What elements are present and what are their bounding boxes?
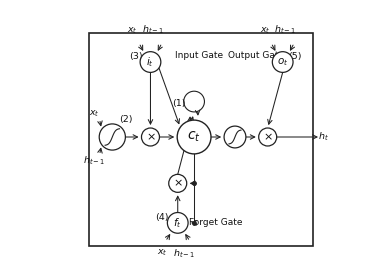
Circle shape — [140, 52, 161, 72]
Text: Forget Gate: Forget Gate — [190, 218, 243, 227]
Circle shape — [224, 126, 246, 148]
Circle shape — [272, 52, 293, 72]
Text: $o_t$: $o_t$ — [277, 56, 288, 68]
Bar — [89, 33, 313, 246]
Text: $\times$: $\times$ — [173, 178, 183, 189]
Text: $x_t$: $x_t$ — [157, 247, 168, 258]
Text: $h_{t-1}$: $h_{t-1}$ — [142, 24, 165, 36]
Text: $h_{t-1}$: $h_{t-1}$ — [274, 24, 297, 36]
Circle shape — [169, 174, 187, 192]
Text: (4): (4) — [155, 213, 169, 222]
Text: (3): (3) — [129, 52, 143, 61]
Text: $x_t$: $x_t$ — [260, 26, 270, 36]
Text: $x_t$: $x_t$ — [127, 26, 138, 36]
Text: $h_t$: $h_t$ — [318, 131, 329, 143]
Text: Input Gate: Input Gate — [175, 51, 223, 60]
Text: $c_t$: $c_t$ — [187, 130, 201, 144]
Text: $i_t$: $i_t$ — [147, 55, 154, 69]
Circle shape — [141, 128, 160, 146]
Text: $h_{t-1}$: $h_{t-1}$ — [83, 155, 106, 167]
Text: (1): (1) — [173, 99, 186, 108]
Circle shape — [259, 128, 277, 146]
Text: $\times$: $\times$ — [146, 132, 155, 142]
Circle shape — [99, 124, 125, 150]
Text: (2): (2) — [119, 115, 132, 124]
Text: $h_{t-1}$: $h_{t-1}$ — [173, 247, 196, 260]
Circle shape — [177, 120, 211, 154]
Circle shape — [184, 91, 204, 112]
Text: $\times$: $\times$ — [263, 132, 272, 142]
Text: $x_t$: $x_t$ — [89, 109, 100, 119]
Text: $f_t$: $f_t$ — [173, 216, 182, 230]
Text: (5): (5) — [288, 52, 301, 61]
Circle shape — [167, 213, 188, 233]
Text: Output Gate: Output Gate — [228, 51, 284, 60]
